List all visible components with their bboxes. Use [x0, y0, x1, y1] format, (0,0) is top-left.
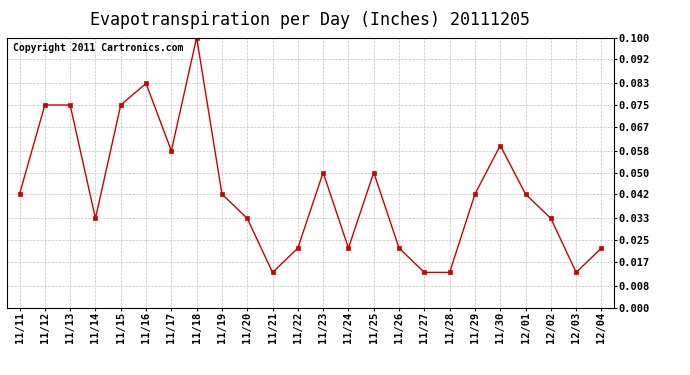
Text: Copyright 2011 Cartronics.com: Copyright 2011 Cartronics.com [13, 43, 184, 53]
Text: Evapotranspiration per Day (Inches) 20111205: Evapotranspiration per Day (Inches) 2011… [90, 11, 531, 29]
